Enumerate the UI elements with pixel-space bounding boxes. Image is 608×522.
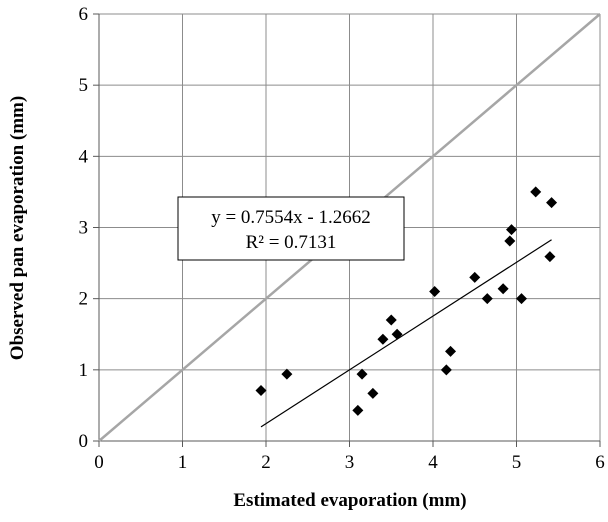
data-point (530, 186, 542, 198)
trendline (260, 239, 552, 428)
data-point (281, 368, 293, 380)
data-point (497, 283, 509, 295)
x-tick-label: 5 (512, 452, 522, 473)
tick-labels: 0 1 2 3 4 5 6 0 1 2 3 4 5 6 (79, 4, 605, 473)
data-point (481, 293, 493, 305)
x-tick-label: 4 (428, 452, 438, 473)
x-axis-title: Estimated evaporation (mm) (233, 490, 466, 511)
equation-box: y = 0.7554x - 1.2662 R² = 0.7131 (177, 196, 405, 261)
data-point (505, 224, 517, 236)
y-tick-label: 0 (79, 431, 89, 452)
data-point (546, 197, 558, 209)
data-point (367, 387, 379, 399)
data-point (377, 333, 389, 345)
data-point (429, 286, 441, 298)
data-point (356, 368, 368, 380)
x-tick-label: 2 (261, 452, 271, 473)
data-point (385, 314, 397, 326)
data-point (440, 364, 452, 376)
data-point (544, 251, 556, 263)
trendline-r-squared: R² = 0.7131 (246, 232, 337, 253)
y-tick-label: 5 (79, 75, 89, 96)
data-point (352, 404, 364, 416)
y-tick-label: 1 (79, 360, 89, 381)
data-point (391, 328, 403, 340)
data-point (504, 235, 516, 247)
y-tick-label: 6 (79, 4, 89, 25)
y-tick-label: 3 (79, 218, 89, 239)
trendline-group (260, 239, 552, 428)
data-point (516, 293, 528, 305)
x-tick-label: 1 (178, 452, 188, 473)
data-points (255, 186, 558, 416)
data-point (255, 384, 267, 396)
x-tick-label: 3 (345, 452, 355, 473)
y-axis-title: Observed pan evaporation (mm) (7, 96, 28, 360)
y-tick-label: 2 (79, 289, 89, 310)
axes (93, 13, 601, 447)
data-point (469, 271, 481, 283)
data-point (445, 345, 457, 357)
x-tick-label: 0 (94, 452, 104, 473)
x-tick-label: 6 (595, 452, 605, 473)
y-tick-label: 4 (79, 146, 89, 167)
trendline-equation: y = 0.7554x - 1.2662 (211, 207, 371, 228)
